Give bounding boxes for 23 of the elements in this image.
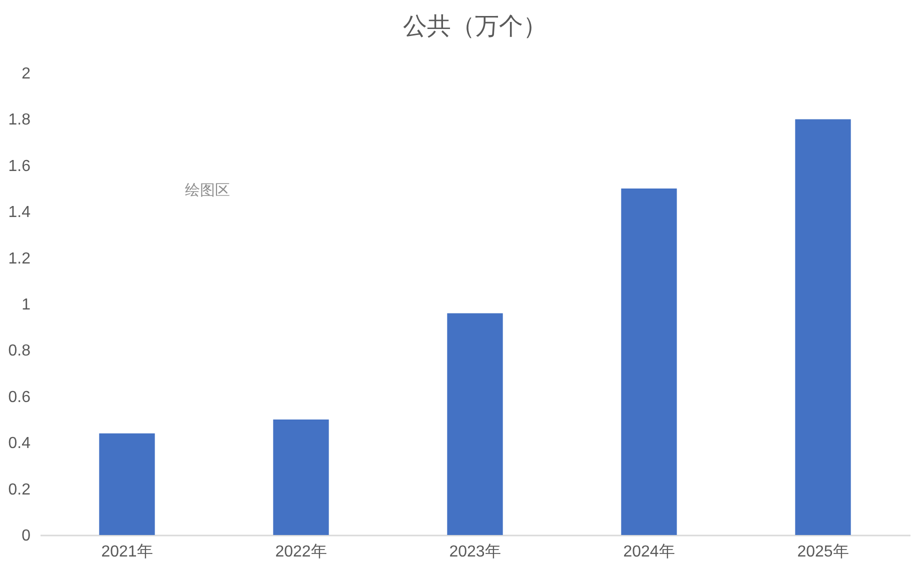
x-tick-label: 2021年 xyxy=(101,544,153,560)
annotation: 绘图区 xyxy=(185,182,230,199)
y-tick-label: 1 xyxy=(22,296,31,314)
y-tick-label: 1.8 xyxy=(8,112,31,129)
x-tick-label: 2024年 xyxy=(623,544,675,560)
y-tick-label: 0 xyxy=(22,528,31,544)
y-tick-label: 1.2 xyxy=(8,250,31,268)
y-tick-label: 0.6 xyxy=(8,388,31,406)
x-tick-label: 2023年 xyxy=(449,544,501,560)
x-tick-label: 2025年 xyxy=(797,544,849,560)
y-tick-label: 0.4 xyxy=(8,435,31,452)
bar xyxy=(99,433,155,535)
chart-title: 公共（万个） xyxy=(403,13,547,40)
bar xyxy=(447,313,503,535)
bar xyxy=(621,188,677,535)
y-tick-label: 0.8 xyxy=(8,342,31,360)
y-tick-label: 1.4 xyxy=(8,204,31,222)
y-tick-label: 1.6 xyxy=(8,158,31,175)
y-tick-label: 0.2 xyxy=(8,481,31,498)
x-tick-label: 2022年 xyxy=(275,544,327,560)
bar xyxy=(795,119,851,535)
y-tick-label: 2 xyxy=(22,66,31,82)
bar xyxy=(273,420,329,535)
